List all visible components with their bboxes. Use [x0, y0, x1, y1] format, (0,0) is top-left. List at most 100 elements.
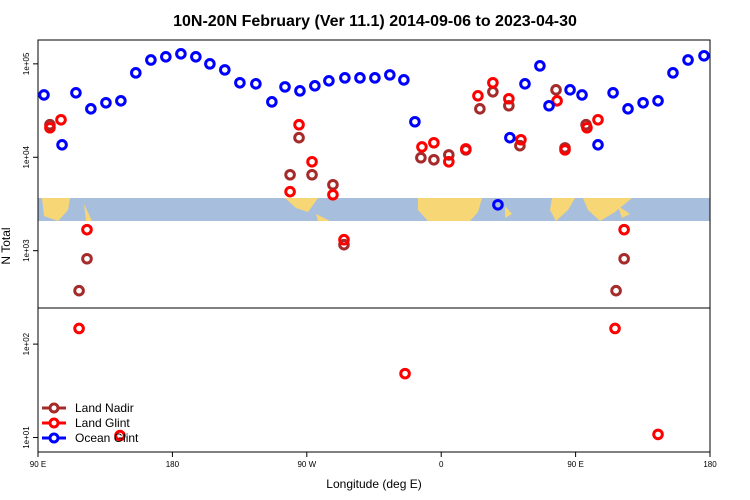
- data-point: [73, 322, 85, 335]
- legend-marker: [48, 402, 60, 414]
- legend-label: Land Nadir: [75, 401, 134, 415]
- data-point: [266, 96, 278, 108]
- x-tick-label: 0: [439, 460, 444, 469]
- data-point: [487, 76, 499, 89]
- data-point: [284, 168, 296, 181]
- y-tick-label: 1e+04: [22, 145, 31, 168]
- data-point: [515, 133, 527, 146]
- legend-label: Ocean Glint: [75, 431, 139, 445]
- data-point: [618, 223, 630, 236]
- data-point: [550, 84, 562, 96]
- data-point: [543, 99, 555, 112]
- data-point: [637, 96, 649, 109]
- data-point: [409, 115, 421, 128]
- data-point: [284, 185, 296, 198]
- data-point: [534, 60, 546, 72]
- data-point: [354, 72, 366, 84]
- data-point: [415, 151, 427, 164]
- data-point: [504, 131, 516, 144]
- data-point: [460, 143, 472, 155]
- legend-label: Land Glint: [75, 416, 130, 430]
- data-point: [487, 86, 499, 98]
- data-point: [581, 121, 593, 134]
- data-point: [398, 74, 410, 86]
- data-point: [81, 252, 93, 265]
- legend-marker: [48, 417, 60, 429]
- data-point: [327, 178, 339, 191]
- data-point: [592, 138, 604, 151]
- data-point: [100, 96, 112, 109]
- data-point: [323, 75, 335, 87]
- data-point: [652, 95, 664, 107]
- data-point: [175, 48, 187, 60]
- x-axis-label: Longitude (deg E): [326, 477, 421, 491]
- y-tick-label: 1e+02: [22, 332, 31, 355]
- x-tick-label: 180: [703, 460, 717, 469]
- data-point: [610, 284, 622, 297]
- x-tick-label: 180: [166, 460, 180, 469]
- x-tick-label: 90 E: [567, 460, 583, 469]
- data-point: [70, 86, 82, 99]
- data-point: [190, 50, 202, 63]
- data-point: [130, 67, 142, 79]
- map-band: [38, 198, 710, 221]
- data-point: [81, 223, 93, 236]
- data-point: [279, 81, 291, 93]
- data-point: [219, 64, 231, 76]
- x-tick-label: 90 E: [30, 460, 46, 469]
- data-point: [551, 95, 563, 107]
- data-point: [514, 139, 526, 152]
- data-point: [428, 153, 440, 166]
- data-point: [306, 168, 318, 181]
- map-ocean: [38, 198, 710, 221]
- chart-title: 10N-20N February (Ver 11.1) 2014-09-06 t…: [173, 13, 577, 30]
- data-point: [339, 72, 351, 84]
- data-point: [443, 155, 455, 168]
- data-point: [682, 54, 694, 66]
- y-tick-label: 1e+01: [22, 426, 31, 449]
- data-point: [503, 99, 515, 112]
- data-point: [492, 198, 504, 211]
- data-point: [327, 188, 339, 201]
- data-point: [294, 85, 306, 97]
- data-point: [293, 118, 305, 131]
- y-axis-label: N Total: [0, 227, 13, 264]
- data-point: [384, 69, 396, 81]
- data-point: [38, 89, 50, 101]
- data-point: [160, 50, 172, 63]
- data-point: [369, 72, 381, 84]
- data-point: [234, 76, 246, 89]
- data-point: [652, 428, 664, 441]
- x-tick-label: 90 W: [297, 460, 316, 469]
- data-point: [428, 136, 440, 149]
- data-point: [474, 103, 486, 115]
- y-tick-label: 1e+03: [22, 239, 31, 262]
- data-point: [204, 58, 216, 70]
- data-point: [416, 141, 428, 153]
- data-point: [622, 103, 634, 115]
- data-point: [55, 113, 67, 126]
- data-point: [618, 252, 630, 265]
- legend-marker: [48, 432, 60, 444]
- data-point: [338, 233, 350, 246]
- data-point: [73, 284, 85, 297]
- data-point: [250, 78, 262, 90]
- data-point: [559, 144, 571, 156]
- data-point: [443, 149, 455, 161]
- data-point: [145, 54, 157, 66]
- data-point: [338, 238, 350, 251]
- data-point: [309, 80, 321, 92]
- data-point: [609, 322, 621, 335]
- data-point: [472, 89, 484, 102]
- data-point: [114, 429, 126, 442]
- data-point: [399, 367, 411, 380]
- data-point: [519, 78, 531, 90]
- data-point: [564, 84, 576, 96]
- data-point: [576, 89, 588, 101]
- data-point: [503, 92, 515, 105]
- map-land: [42, 198, 632, 221]
- data-point: [667, 67, 679, 79]
- data-point: [293, 131, 305, 144]
